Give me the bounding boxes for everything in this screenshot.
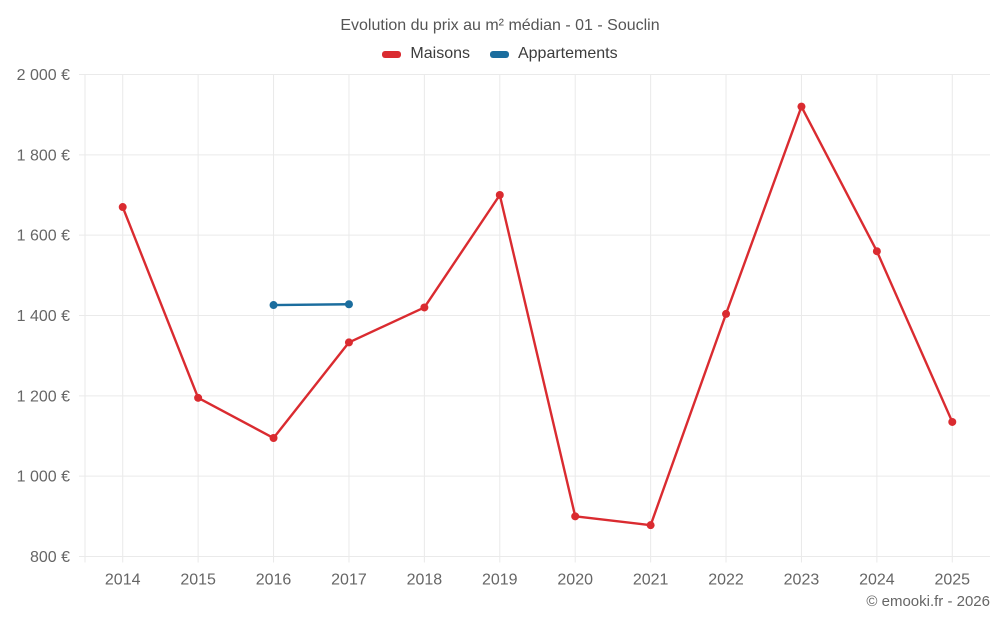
data-point-maisons[interactable] bbox=[495, 191, 504, 199]
y-axis-tick-label: 1 600 € bbox=[17, 228, 70, 245]
data-point-appartements[interactable] bbox=[269, 301, 278, 310]
maisons-legend-swatch-icon bbox=[382, 50, 402, 58]
x-axis-tick-label: 2020 bbox=[557, 572, 593, 589]
appartements-legend-swatch-icon bbox=[489, 50, 509, 58]
maisons-legend-label: Maisons bbox=[410, 45, 470, 62]
data-point-maisons[interactable] bbox=[872, 247, 881, 256]
data-point-maisons[interactable] bbox=[269, 434, 278, 443]
x-axis-tick-label: 2017 bbox=[331, 572, 367, 589]
y-axis-tick-label: 2 000 € bbox=[17, 67, 70, 84]
x-axis-tick-label: 2016 bbox=[256, 572, 292, 589]
y-axis-tick-label: 1 000 € bbox=[17, 469, 70, 486]
data-point-maisons[interactable] bbox=[344, 338, 353, 347]
legend-item-appartements[interactable]: Appartements bbox=[489, 45, 618, 63]
y-axis-tick-label: 1 800 € bbox=[17, 147, 70, 164]
data-point-maisons[interactable] bbox=[118, 203, 127, 212]
data-point-maisons[interactable] bbox=[948, 417, 957, 426]
x-axis-tick-label: 2015 bbox=[180, 572, 216, 589]
data-point-maisons[interactable] bbox=[571, 512, 580, 521]
x-axis-tick-label: 2023 bbox=[784, 572, 820, 589]
data-point-maisons[interactable] bbox=[420, 303, 429, 312]
data-point-maisons[interactable] bbox=[797, 102, 806, 111]
x-axis-tick-label: 2022 bbox=[708, 572, 744, 589]
chart-legend: Maisons Appartements bbox=[0, 45, 1000, 63]
series-line-maisons bbox=[121, 105, 954, 527]
x-axis-tick-label: 2025 bbox=[934, 572, 970, 589]
y-axis-tick-label: 800 € bbox=[30, 549, 70, 566]
data-point-maisons[interactable] bbox=[722, 309, 731, 318]
data-point-maisons[interactable] bbox=[194, 393, 203, 402]
x-axis-tick-label: 2024 bbox=[859, 572, 895, 589]
y-axis-tick-label: 1 200 € bbox=[17, 388, 70, 405]
data-point-appartements[interactable] bbox=[344, 300, 353, 309]
y-axis-tick-label: 1 400 € bbox=[17, 308, 70, 325]
series-line-appartements bbox=[272, 303, 351, 307]
legend-item-maisons[interactable]: Maisons bbox=[382, 45, 470, 63]
appartements-legend-label: Appartements bbox=[517, 45, 618, 62]
copyright-watermark: © emooki.fr - 2026 bbox=[866, 593, 990, 610]
x-axis-tick-label: 2018 bbox=[407, 572, 443, 589]
x-axis-tick-label: 2021 bbox=[633, 572, 669, 589]
data-point-maisons[interactable] bbox=[646, 521, 655, 530]
chart-title: Evolution du prix au m² médian - 01 - So… bbox=[340, 17, 660, 34]
x-axis-tick-label: 2019 bbox=[482, 572, 518, 589]
x-axis-tick-label: 2014 bbox=[105, 572, 141, 589]
